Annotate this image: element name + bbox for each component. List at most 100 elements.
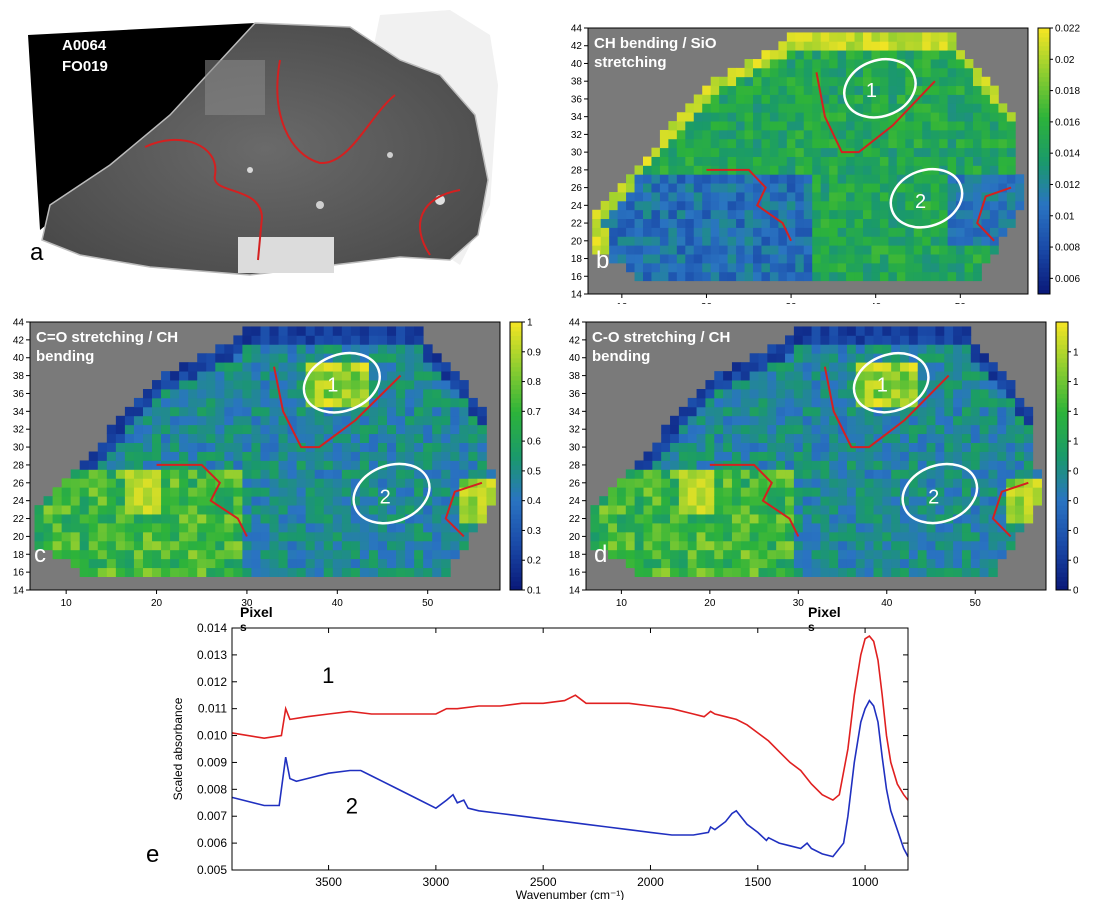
heatmap-pixel	[829, 496, 839, 506]
heatmap-pixel	[802, 362, 812, 372]
heatmap-pixel	[423, 371, 433, 381]
heatmap-pixel	[179, 415, 189, 426]
colorbar-step	[1038, 271, 1050, 277]
heatmap-pixel	[905, 129, 915, 140]
heatmap-pixel	[332, 496, 343, 506]
heatmap-pixel	[947, 200, 957, 211]
heatmap-pixel	[989, 218, 999, 228]
heatmap-pixel	[405, 424, 415, 435]
heatmap-pixel	[970, 540, 981, 551]
heatmap-pixel	[643, 478, 653, 488]
heatmap-pixel	[142, 549, 153, 560]
heatmap-pixel	[323, 397, 334, 408]
heatmap-pixel	[719, 192, 729, 202]
heatmap-pixel	[871, 59, 881, 69]
x-tick-label: 50	[422, 598, 434, 609]
heatmap-pixel	[685, 200, 695, 211]
heatmap-pixel	[944, 469, 954, 479]
heatmap-pixel	[939, 254, 949, 264]
heatmap-pixel	[314, 496, 325, 506]
heatmap-pixel	[838, 496, 848, 506]
heatmap-pixel	[879, 121, 889, 131]
heatmap-pixel	[1006, 397, 1016, 408]
heatmap-pixel	[882, 353, 892, 363]
heatmap-pixel	[997, 540, 1007, 551]
heatmap-pixel	[332, 478, 343, 488]
heatmap-pixel	[359, 505, 370, 515]
heatmap-pixel	[142, 460, 153, 470]
heatmap-pixel	[758, 380, 768, 390]
heatmap-pixel	[323, 478, 334, 488]
heatmap-pixel	[341, 523, 352, 533]
heatmap-pixel	[188, 389, 198, 399]
heatmap-pixel	[926, 549, 936, 560]
heatmap-pixel	[676, 174, 686, 184]
heatmap-pixel	[314, 469, 325, 479]
boundary-line	[976, 186, 1012, 242]
heatmap-pixel	[133, 415, 144, 426]
heatmap-pixel	[1006, 380, 1016, 390]
sem-bright-inclusion	[238, 237, 334, 273]
heatmap-pixel	[731, 487, 742, 497]
heatmap-pixel	[731, 371, 742, 381]
heatmap-pixel	[450, 469, 460, 479]
heatmap-pixel	[947, 236, 957, 246]
heatmap-pixel	[785, 380, 795, 390]
heatmap-pixel	[776, 478, 786, 488]
heatmap-pixel	[964, 138, 974, 149]
heatmap-pixel	[863, 262, 872, 273]
heatmap-pixel	[124, 460, 135, 470]
heatmap-pixel	[450, 451, 460, 461]
heatmap-pixel	[314, 514, 325, 524]
colorbar-step	[1038, 205, 1050, 211]
heatmap-pixel	[864, 326, 874, 336]
heatmap-pixel	[855, 549, 866, 560]
heatmap-pixel	[432, 362, 442, 372]
heatmap-pixel	[727, 138, 737, 149]
heatmap-pixel	[687, 478, 697, 488]
heatmap-pixel	[296, 406, 307, 417]
heatmap-pixel	[802, 433, 812, 443]
heatmap-pixel	[450, 380, 460, 390]
heatmap-pixel	[287, 531, 298, 542]
heatmap-pixel	[953, 442, 963, 452]
heatmap-pixel	[944, 424, 954, 435]
heatmap-pixel	[617, 218, 627, 228]
heatmap-pixel	[206, 451, 216, 461]
heatmap-pixel	[405, 531, 415, 542]
heatmap-pixel	[1015, 415, 1025, 426]
heatmap-pixel	[341, 362, 352, 372]
heatmap-pixel	[1032, 469, 1042, 479]
heatmap-pixel	[450, 505, 460, 515]
heatmap-pixel	[70, 558, 81, 569]
heatmap-pixel	[939, 271, 949, 282]
colorbar-step	[1056, 518, 1068, 524]
heatmap-pixel	[871, 41, 881, 51]
heatmap-pixel	[744, 76, 754, 87]
heatmap-pixel	[997, 505, 1007, 515]
heatmap-pixel	[685, 138, 695, 149]
heatmap-pixel	[260, 406, 270, 417]
heatmap-pixel	[820, 262, 830, 273]
heatmap-pixel	[206, 397, 216, 408]
heatmap-pixel	[414, 469, 424, 479]
colorbar-step	[1038, 98, 1050, 104]
heatmap-pixel	[368, 415, 379, 426]
heatmap-pixel	[719, 76, 729, 87]
colorbar-tick-label: 1	[1073, 437, 1078, 448]
heatmap-pixel	[926, 451, 936, 461]
heatmap-pixel	[314, 406, 325, 417]
heatmap-pixel	[908, 389, 919, 399]
heatmap-pixel	[997, 531, 1007, 542]
heatmap-pixel	[179, 549, 189, 560]
heatmap-pixel	[251, 478, 261, 488]
heatmap-pixel	[1006, 505, 1016, 515]
heatmap-pixel	[767, 371, 777, 381]
heatmap-pixel	[922, 218, 932, 228]
heatmap-pixel	[377, 326, 388, 336]
colorbar-frame	[509, 321, 523, 591]
heatmap-pixel	[731, 505, 742, 515]
heatmap-pixel	[736, 262, 745, 273]
heatmap-pixel	[377, 442, 388, 452]
heatmap-pixel	[905, 218, 915, 228]
